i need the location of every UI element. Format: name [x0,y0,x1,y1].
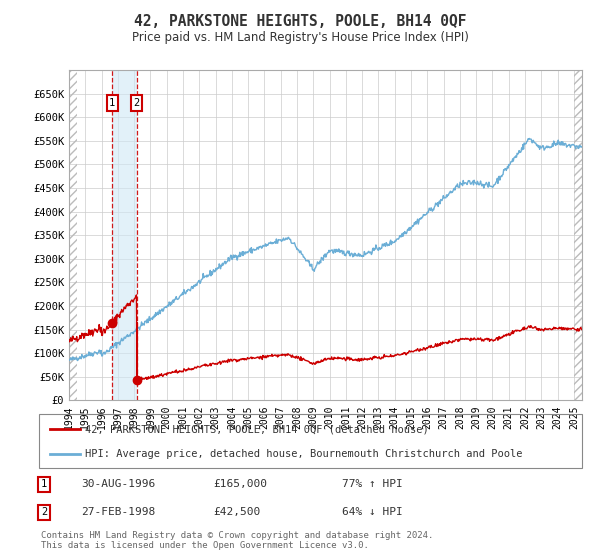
Bar [69,70,77,400]
Bar [574,70,582,400]
Text: 1: 1 [109,98,115,108]
Text: £165,000: £165,000 [213,479,267,489]
Text: 64% ↓ HPI: 64% ↓ HPI [342,507,403,517]
Text: 42, PARKSTONE HEIGHTS, POOLE, BH14 0QF (detached house): 42, PARKSTONE HEIGHTS, POOLE, BH14 0QF (… [85,424,429,435]
Text: 2: 2 [41,507,47,517]
Text: 30-AUG-1996: 30-AUG-1996 [81,479,155,489]
Text: 2: 2 [134,98,140,108]
Text: Contains HM Land Registry data © Crown copyright and database right 2024.
This d: Contains HM Land Registry data © Crown c… [41,530,433,550]
Text: £42,500: £42,500 [213,507,260,517]
Text: 42, PARKSTONE HEIGHTS, POOLE, BH14 0QF: 42, PARKSTONE HEIGHTS, POOLE, BH14 0QF [134,14,466,29]
Text: 27-FEB-1998: 27-FEB-1998 [81,507,155,517]
Text: HPI: Average price, detached house, Bournemouth Christchurch and Poole: HPI: Average price, detached house, Bour… [85,449,523,459]
Bar [112,70,137,400]
Text: 77% ↑ HPI: 77% ↑ HPI [342,479,403,489]
Text: 1: 1 [41,479,47,489]
Text: Price paid vs. HM Land Registry's House Price Index (HPI): Price paid vs. HM Land Registry's House … [131,31,469,44]
